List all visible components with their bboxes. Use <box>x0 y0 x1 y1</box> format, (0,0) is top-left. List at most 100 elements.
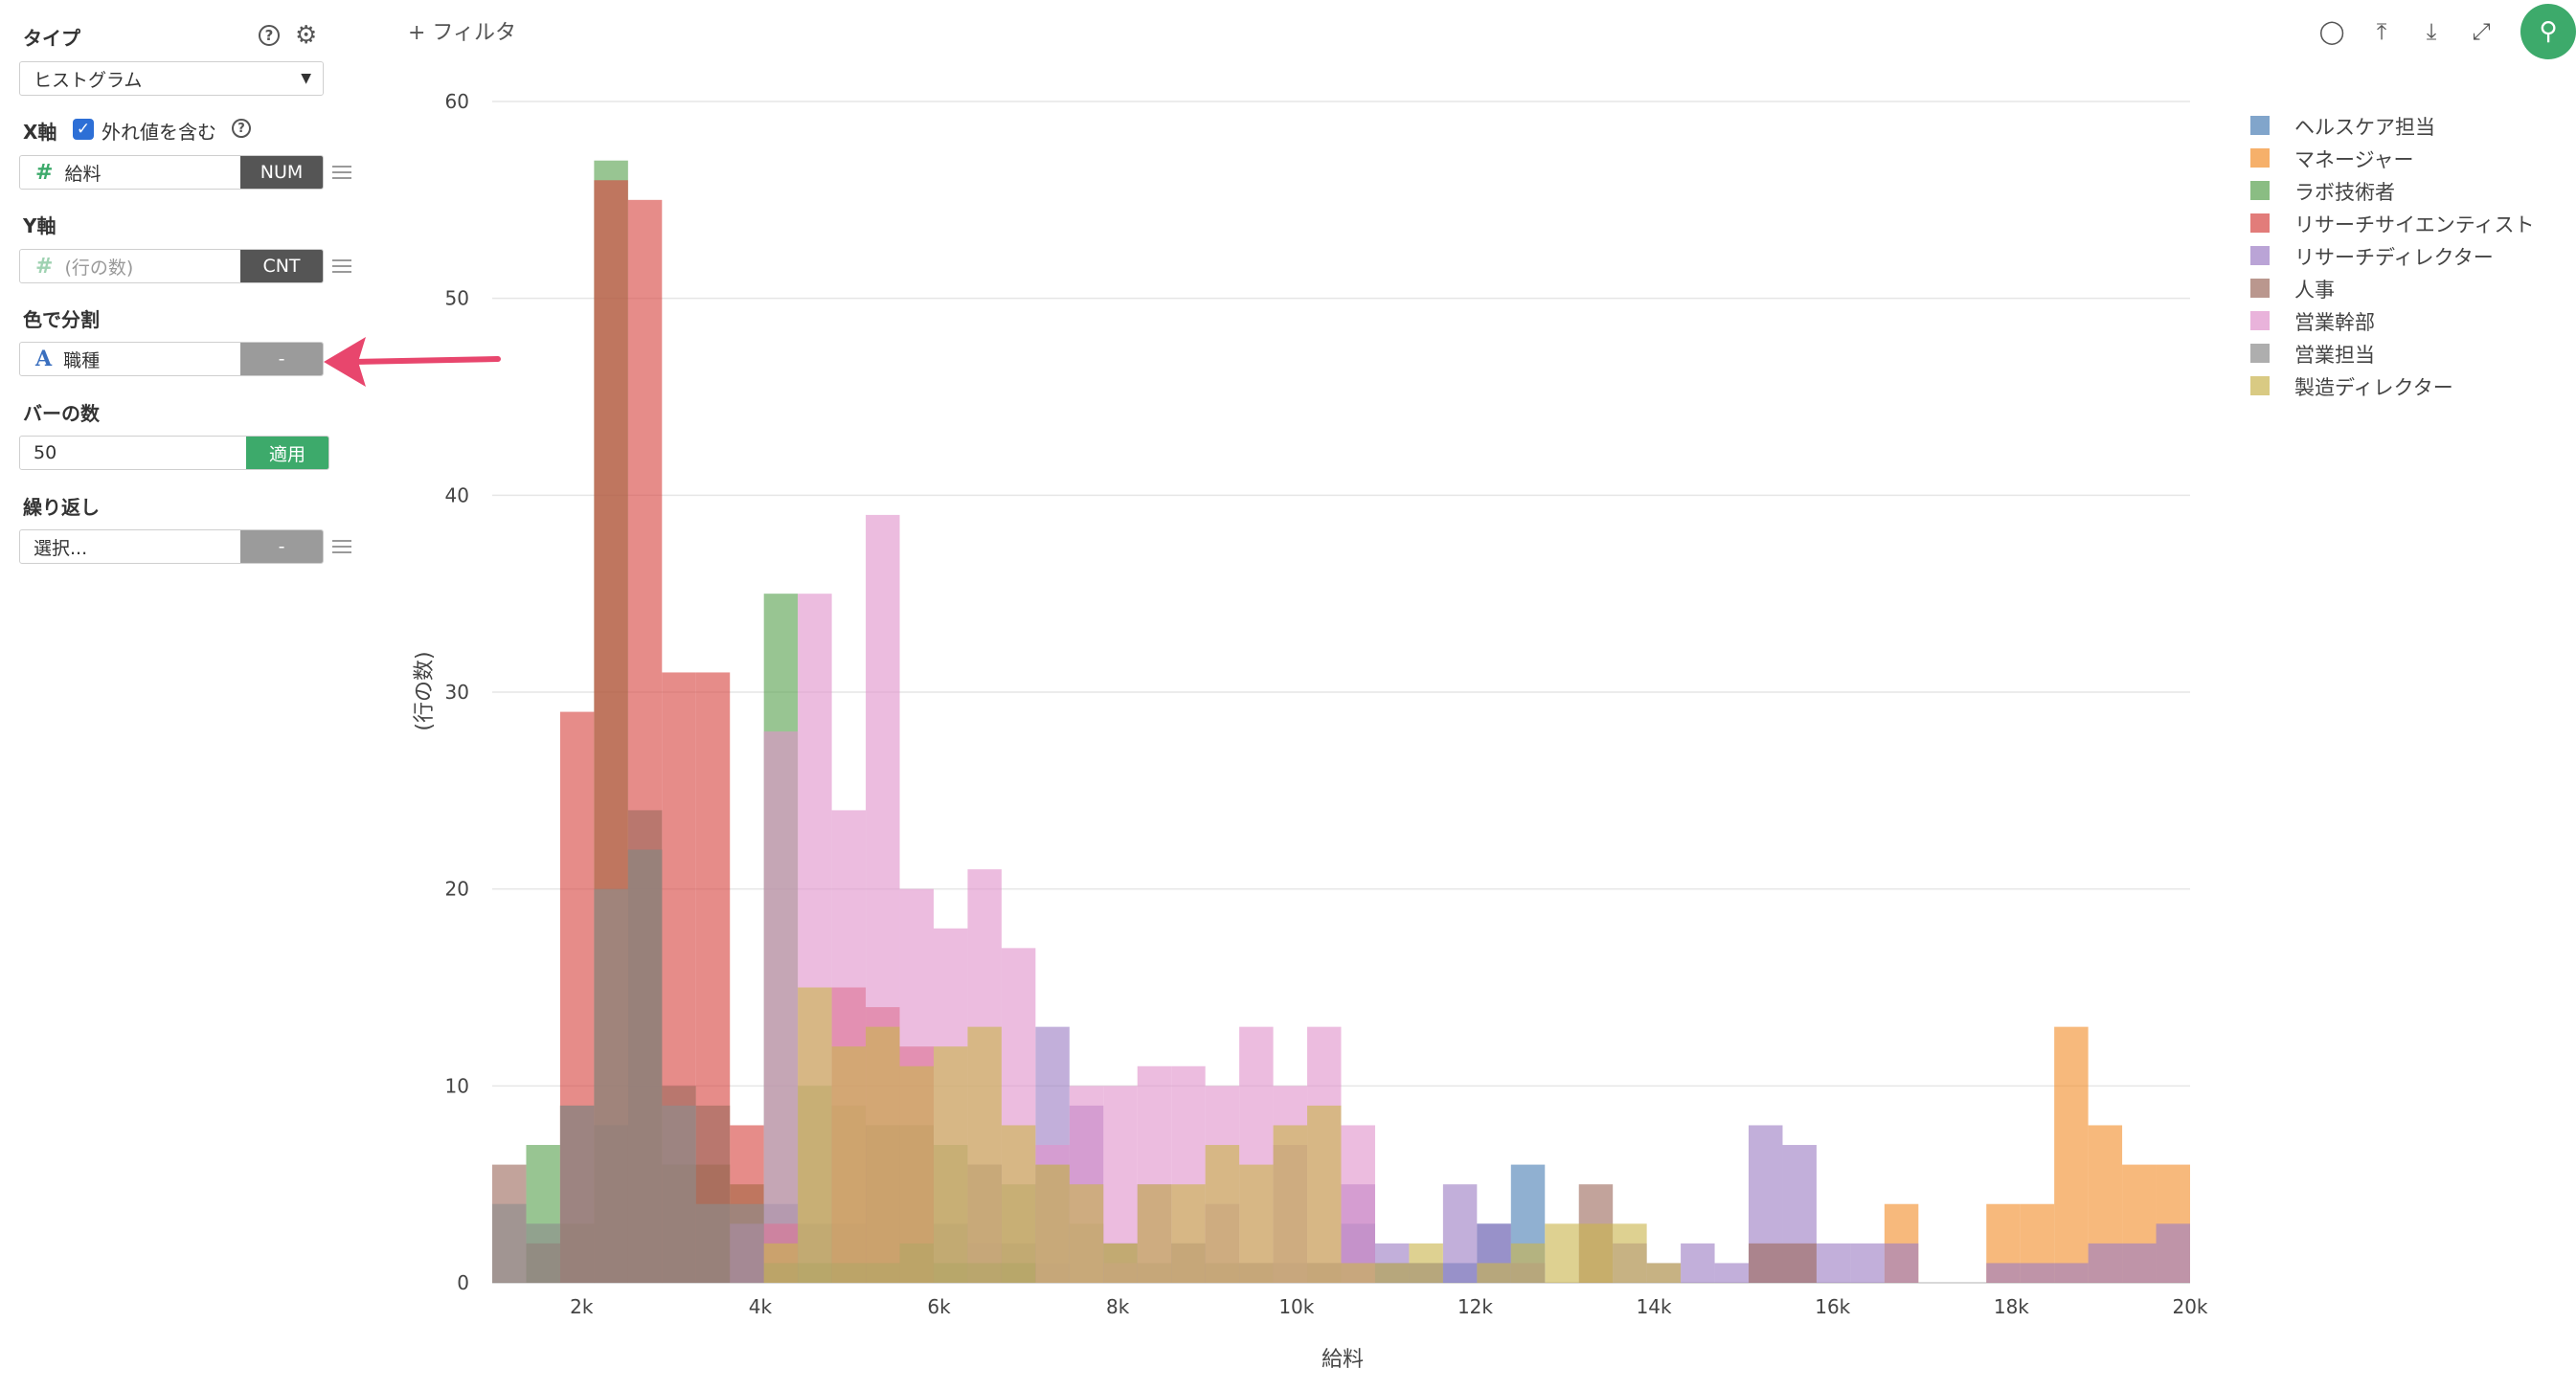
pin-icon[interactable]: ⚲ <box>2520 4 2576 59</box>
histogram-bar <box>492 1203 527 1283</box>
histogram-chart: 0 10 20 30 40 50 60 2k 4k 6k 8k 10k 12k 14k 16k 18k 20k… <box>413 90 2208 1372</box>
histogram-bar <box>1884 1243 1919 1283</box>
y-tick-label: 30 <box>445 681 469 704</box>
x-tick-label: 6k <box>927 1295 951 1318</box>
repeat-menu-icon[interactable] <box>332 540 351 553</box>
y-tick-label: 60 <box>445 90 469 113</box>
repeat-select[interactable]: 選択... - <box>19 529 324 564</box>
color-split-field[interactable]: A 職種 - <box>19 342 324 376</box>
histogram-bar <box>1545 1223 1579 1283</box>
histogram-bar <box>662 1105 696 1283</box>
x-tick-label: 8k <box>1106 1295 1130 1318</box>
x-axis-label: X軸 <box>23 121 57 144</box>
type-label: タイプ <box>23 27 80 50</box>
legend-label[interactable]: ヘルスケア担当 <box>2294 116 2435 139</box>
histogram-bar <box>594 888 628 1283</box>
x-tick-label: 14k <box>1637 1295 1672 1318</box>
histogram-bar <box>866 1026 900 1283</box>
histogram-bar <box>1409 1243 1443 1283</box>
legend-swatch[interactable] <box>2250 181 2270 200</box>
histogram-bar <box>1613 1223 1647 1283</box>
y-axis-field[interactable]: # (行の数) CNT <box>19 249 324 283</box>
legend-label[interactable]: 営業幹部 <box>2294 311 2375 334</box>
series-製造ディレクター <box>763 987 1682 1283</box>
y-tick-label: 40 <box>445 483 469 506</box>
x-axis-field[interactable]: # 給料 NUM <box>19 155 324 190</box>
histogram-bar <box>798 987 832 1283</box>
y-axis-aggregate-button[interactable]: CNT <box>240 250 323 282</box>
y-axis-title: (行の数) <box>413 651 437 730</box>
legend-label[interactable]: 人事 <box>2294 279 2335 302</box>
legend-label[interactable]: リサーチサイエンティスト <box>2294 213 2535 236</box>
histogram-bar <box>2156 1223 2190 1283</box>
x-axis-title: 給料 <box>1322 1348 1364 1372</box>
histogram-bar <box>559 1105 595 1283</box>
histogram-bar <box>730 1203 764 1283</box>
histogram-bar <box>933 1046 968 1283</box>
legend-swatch[interactable] <box>2250 246 2270 265</box>
legend-swatch[interactable] <box>2250 148 2270 168</box>
histogram-bar <box>627 849 663 1283</box>
text-type-icon: A <box>35 347 53 371</box>
chevron-down-icon: ▼ <box>301 71 311 86</box>
add-filter-button[interactable]: + フィルタ <box>408 21 516 45</box>
outlier-help-icon[interactable]: ? <box>232 119 251 138</box>
legend-label[interactable]: ラボ技術者 <box>2294 181 2395 204</box>
outlier-label: 外れ値を含む <box>102 121 216 144</box>
legend-label[interactable]: 営業担当 <box>2294 344 2375 367</box>
bins-input[interactable]: 50 適用 <box>19 436 329 470</box>
legend-swatch[interactable] <box>2250 376 2270 395</box>
repeat-label: 繰り返し <box>23 496 100 519</box>
legend-swatch[interactable] <box>2250 311 2270 330</box>
outlier-checkbox[interactable]: ✓ <box>73 119 94 140</box>
legend-swatch[interactable] <box>2250 344 2270 363</box>
legend-label[interactable]: 製造ディレクター <box>2294 376 2453 399</box>
comment-icon[interactable]: ◯ <box>2318 18 2345 45</box>
legend-label[interactable]: マネージャー <box>2294 148 2414 171</box>
y-tick-label: 0 <box>457 1271 469 1294</box>
y-axis-menu-icon[interactable] <box>332 259 351 273</box>
histogram-bar <box>1510 1243 1546 1283</box>
legend-swatch[interactable] <box>2250 213 2270 233</box>
histogram-bar <box>1714 1263 1750 1283</box>
bins-value: 50 <box>34 442 57 463</box>
color-split-field-value: 職種 <box>63 349 101 371</box>
chart-type-value: ヒストグラム <box>34 69 143 91</box>
histogram-bar <box>2088 1243 2123 1283</box>
chart-settings-panel: タイプ ? ⚙ ヒストグラム ▼ X軸 ✓ 外れ値を含む ? # 給料 NUM … <box>0 0 364 1390</box>
numeric-icon: # <box>35 160 54 185</box>
histogram-bars <box>492 160 2190 1284</box>
x-axis-field-value: 給料 <box>64 163 102 185</box>
x-tick-label: 2k <box>570 1295 594 1318</box>
histogram-bar <box>1782 1243 1817 1283</box>
repeat-option-button[interactable]: - <box>240 530 323 563</box>
expand-icon[interactable]: ⤢ <box>2472 18 2491 45</box>
histogram-bar <box>526 1223 560 1283</box>
histogram-bar <box>1850 1243 1885 1283</box>
histogram-bar <box>1171 1184 1206 1283</box>
y-tick-labels: 0 10 20 30 40 50 60 <box>445 90 469 1294</box>
histogram-bar <box>1035 1164 1070 1283</box>
chart-type-select[interactable]: ヒストグラム ▼ <box>19 61 324 96</box>
upload-icon[interactable]: ⤒ <box>2376 18 2387 45</box>
gear-icon[interactable]: ⚙ <box>295 21 318 50</box>
repeat-placeholder: 選択... <box>34 537 88 559</box>
legend-swatch[interactable] <box>2250 279 2270 298</box>
legend-swatch[interactable] <box>2250 116 2270 135</box>
x-axis-aggregate-button[interactable]: NUM <box>240 156 323 189</box>
x-tick-label: 20k <box>2172 1295 2207 1318</box>
apply-button[interactable]: 適用 <box>246 437 328 469</box>
y-tick-label: 50 <box>445 287 469 310</box>
numeric-icon: # <box>35 254 54 279</box>
help-icon[interactable]: ? <box>259 25 280 46</box>
color-split-option-button[interactable]: - <box>240 343 323 375</box>
y-tick-label: 20 <box>445 878 469 901</box>
histogram-bar <box>1816 1243 1851 1283</box>
x-axis-menu-icon[interactable] <box>332 166 351 179</box>
histogram-bar <box>1103 1243 1138 1283</box>
download-icon[interactable]: ⤓ <box>2426 18 2437 45</box>
y-tick-label: 10 <box>445 1074 469 1097</box>
histogram-bar <box>1374 1263 1410 1283</box>
legend-label[interactable]: リサーチディレクター <box>2294 246 2494 269</box>
x-tick-labels: 2k 4k 6k 8k 10k 12k 14k 16k 18k 20k <box>570 1295 2208 1318</box>
